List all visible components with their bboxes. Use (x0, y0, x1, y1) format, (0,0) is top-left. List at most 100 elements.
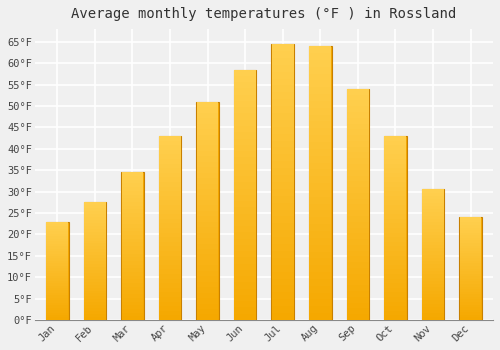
Bar (234, 151, 256, 157)
Bar (347, 199, 368, 204)
Bar (310, 210, 331, 217)
Bar (272, 113, 293, 120)
Bar (460, 276, 481, 279)
Bar (196, 271, 218, 276)
Bar (234, 207, 256, 214)
Bar (347, 228, 368, 233)
Bar (384, 260, 406, 265)
Bar (196, 178, 218, 184)
Bar (422, 278, 444, 281)
Bar (384, 154, 406, 159)
Bar (159, 168, 181, 173)
Bar (347, 239, 368, 245)
Bar (384, 163, 406, 168)
Bar (460, 217, 481, 220)
Bar (122, 305, 144, 309)
Bar (122, 191, 144, 195)
Bar (159, 311, 181, 315)
Bar (84, 202, 106, 320)
Bar (84, 217, 106, 220)
Bar (196, 183, 218, 189)
Bar (272, 272, 293, 279)
Bar (46, 253, 68, 256)
Bar (46, 268, 68, 271)
Bar (46, 246, 68, 248)
Bar (196, 124, 218, 129)
Bar (84, 252, 106, 255)
Bar (460, 312, 481, 315)
Bar (347, 251, 368, 257)
Bar (46, 293, 68, 295)
Bar (384, 182, 406, 187)
Bar (460, 284, 481, 287)
Bar (122, 276, 144, 279)
Bar (460, 264, 481, 266)
Bar (196, 265, 218, 271)
Bar (272, 265, 293, 272)
Bar (159, 219, 181, 223)
Bar (84, 302, 106, 305)
Bar (196, 211, 218, 216)
Bar (46, 236, 68, 239)
Bar (310, 46, 331, 53)
Bar (272, 299, 293, 306)
Bar (46, 278, 68, 281)
Bar (159, 274, 181, 279)
Bar (422, 297, 444, 300)
Bar (422, 294, 444, 297)
Bar (347, 210, 368, 216)
Bar (347, 106, 368, 112)
Bar (46, 286, 68, 288)
Bar (272, 230, 293, 237)
Bar (422, 258, 444, 261)
Bar (272, 196, 293, 203)
Bar (459, 217, 482, 320)
Bar (310, 306, 331, 313)
Bar (347, 118, 368, 124)
Bar (422, 251, 444, 255)
Bar (159, 214, 181, 219)
Bar (46, 234, 68, 236)
Bar (272, 251, 293, 258)
Bar (122, 176, 144, 180)
Bar (384, 145, 406, 150)
Bar (159, 145, 181, 150)
Bar (310, 169, 331, 176)
Bar (159, 315, 181, 320)
Bar (384, 232, 406, 237)
Bar (122, 209, 144, 213)
Bar (196, 227, 218, 233)
Bar (460, 281, 481, 284)
Bar (84, 317, 106, 320)
Bar (384, 301, 406, 306)
Bar (46, 281, 68, 283)
Bar (460, 248, 481, 251)
Bar (122, 198, 144, 202)
Bar (460, 222, 481, 225)
Bar (272, 65, 293, 72)
Bar (384, 228, 406, 232)
Bar (347, 274, 368, 280)
Bar (422, 310, 444, 313)
Bar (422, 284, 444, 287)
Bar (422, 229, 444, 232)
Bar (347, 89, 368, 95)
Bar (122, 265, 144, 268)
Bar (196, 200, 218, 205)
Bar (196, 102, 218, 107)
Bar (46, 248, 68, 251)
Bar (122, 202, 144, 205)
Bar (272, 120, 293, 127)
Bar (159, 136, 181, 141)
Bar (46, 263, 68, 266)
Bar (310, 128, 331, 135)
Bar (159, 251, 181, 256)
Bar (122, 250, 144, 253)
Bar (384, 177, 406, 182)
Bar (46, 271, 68, 273)
Bar (460, 228, 481, 230)
Bar (384, 210, 406, 214)
Bar (384, 242, 406, 246)
Bar (384, 223, 406, 228)
Bar (196, 134, 218, 140)
